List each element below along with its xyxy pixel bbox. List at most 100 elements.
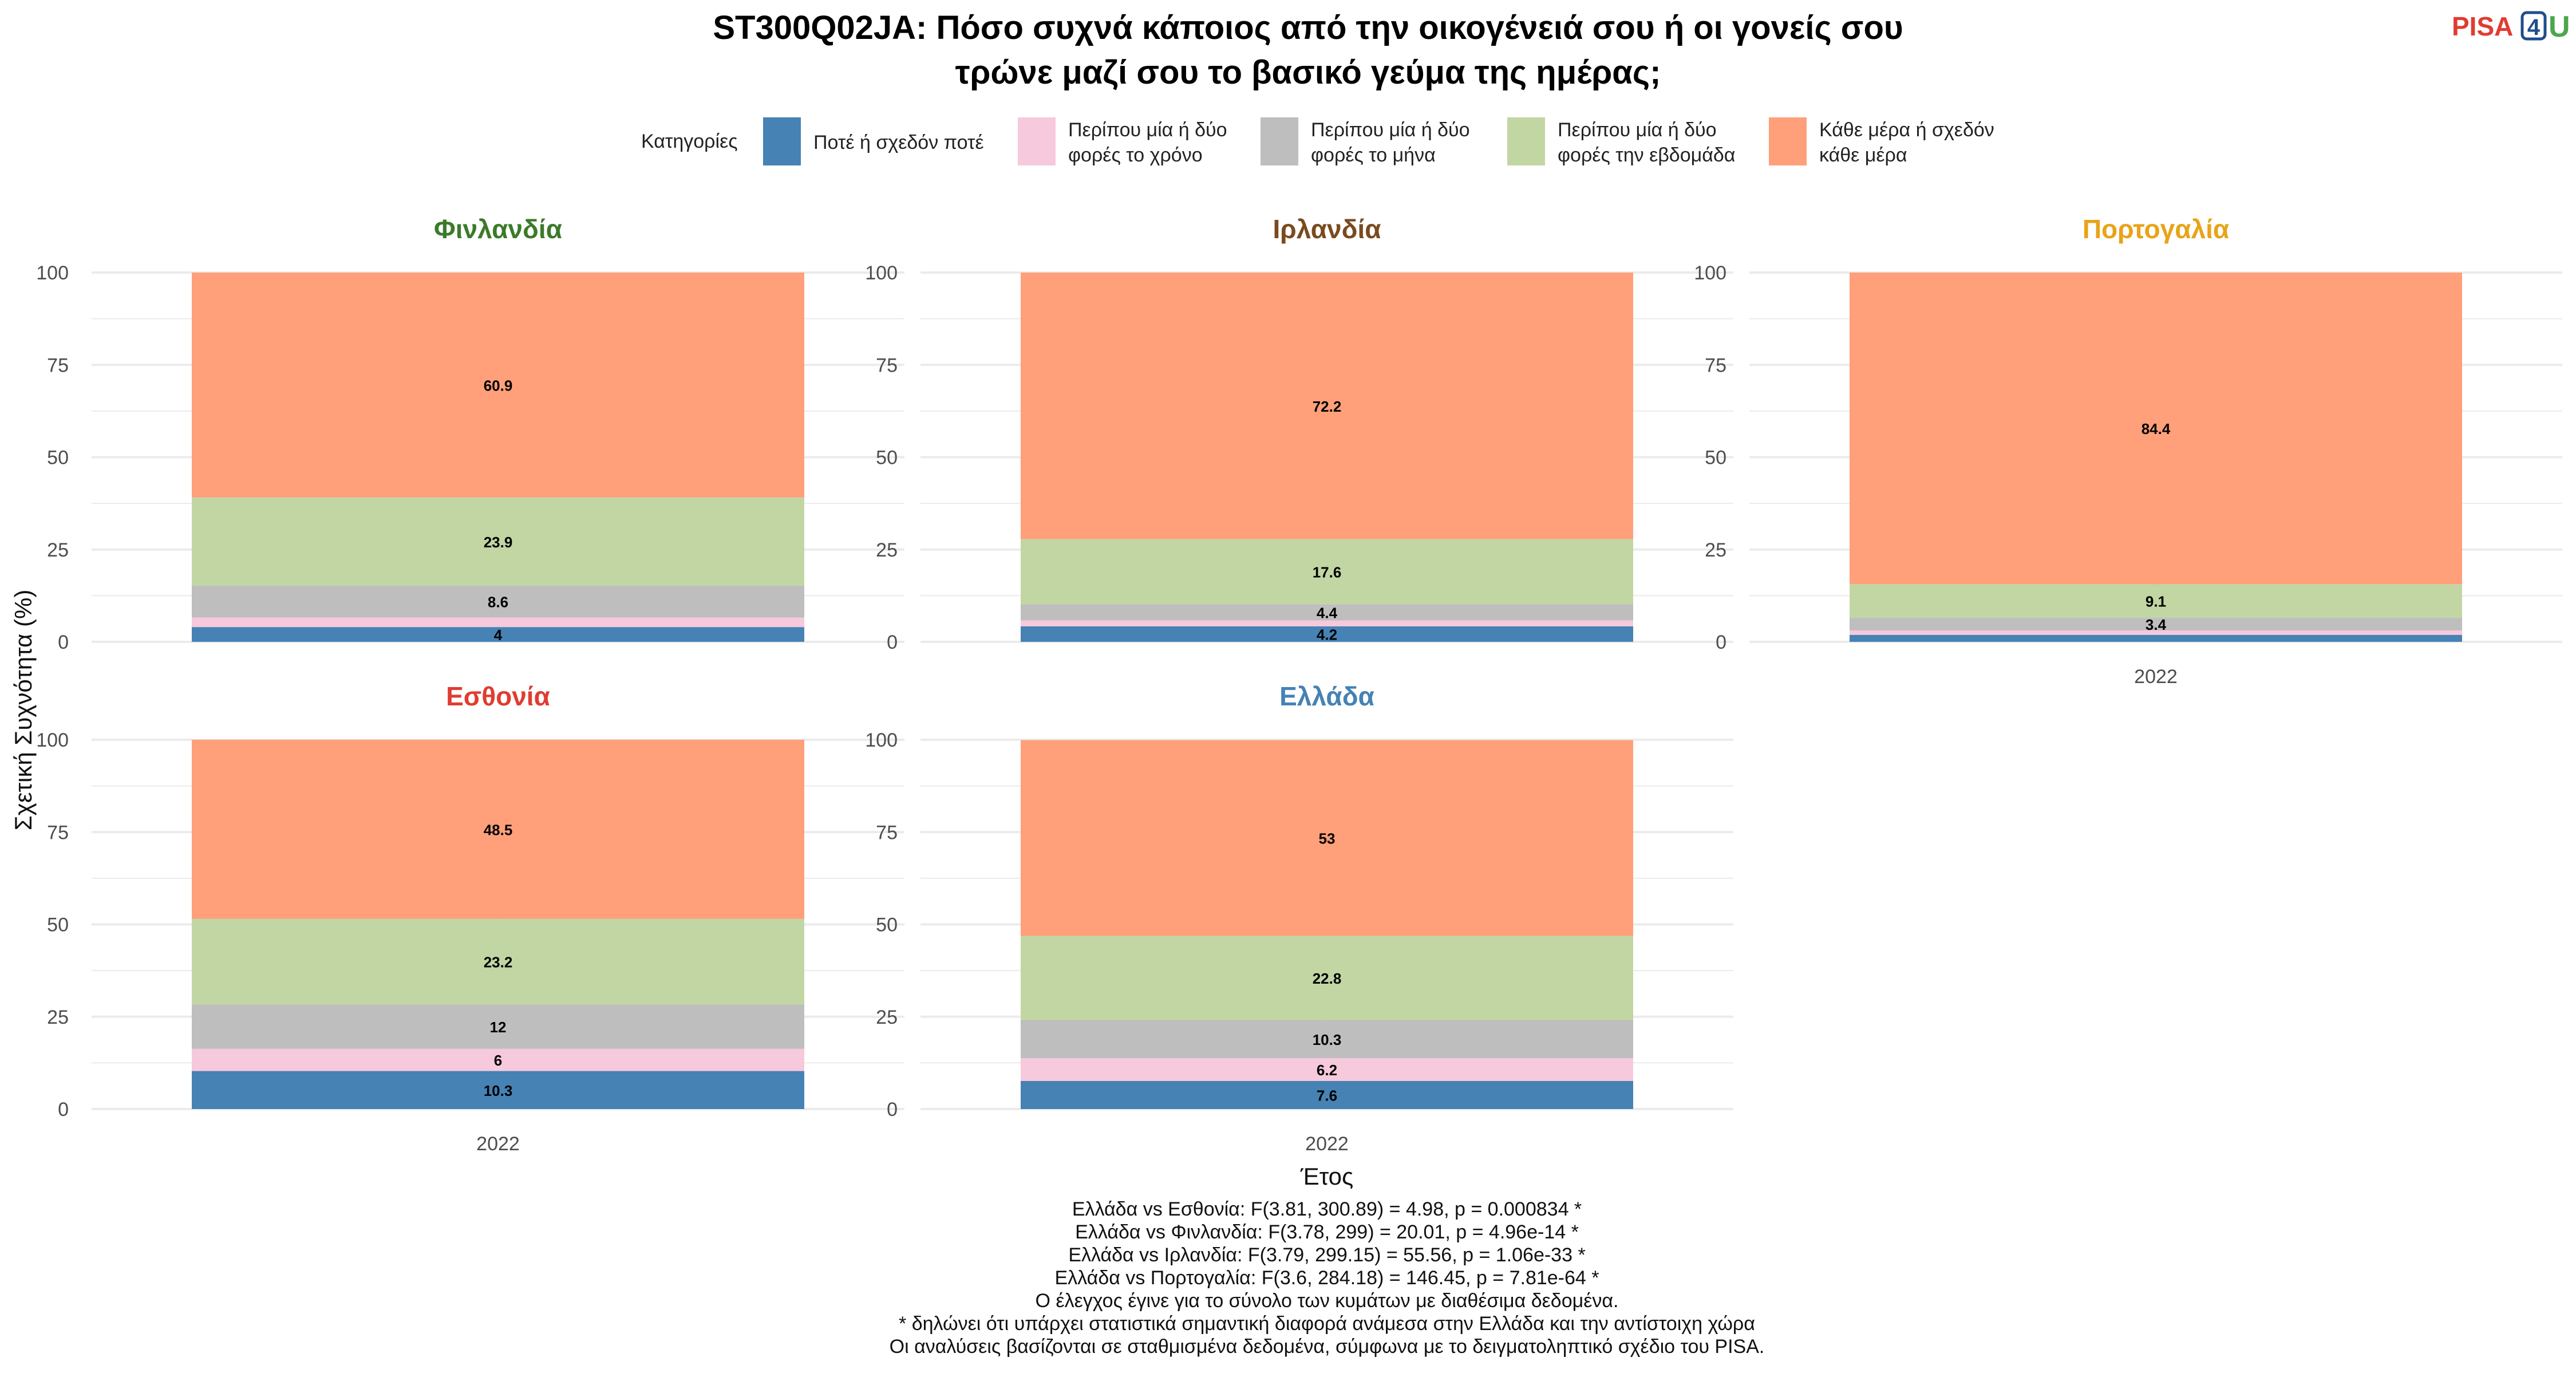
logo-pisa-text: PISA <box>2452 11 2513 41</box>
panel-5-title: Ελλάδα <box>1279 681 1374 711</box>
panel-5-y-tick-label: 0 <box>887 1099 898 1120</box>
panel-1: Φινλανδία 0 25 50 75 100 4 8.6 23.9 60.9 <box>36 214 904 653</box>
panel-5-bar-segment-2 <box>1021 1058 1633 1081</box>
panel-5-x-tick-label: 2022 <box>1305 1133 1349 1155</box>
y-axis-title: Σχετική Συχνότητα (%) <box>10 590 37 831</box>
panel-1-bar-segment-5 <box>192 273 804 498</box>
panel-5: Ελλάδα 0 25 50 75 100 7.6 6.2 10.3 22.8 53 2022 <box>865 681 1733 1155</box>
legend: Κατηγορίες Ποτέ ή σχεδόν ποτέ Περίπου μία… <box>641 117 1994 166</box>
panel-2-bar-segment-5 <box>1021 273 1633 539</box>
panel-3-bar-segment-1 <box>1850 634 2462 642</box>
legend-swatch-3 <box>1261 117 1298 165</box>
panel-5-data-label-5: 53 <box>1319 830 1336 847</box>
panel-5-data-label-3: 10.3 <box>1313 1031 1342 1048</box>
panel-5-data-label-2: 6.2 <box>1317 1062 1337 1079</box>
panel-5-y-tick-label: 100 <box>865 729 898 751</box>
panel-4-y-tick-label: 75 <box>47 822 69 843</box>
panel-1-y-tick-label: 75 <box>47 354 69 376</box>
footnote-line-4: Ελλάδα vs Πορτογαλία: F(3.6, 284.18) = 1… <box>1055 1267 1599 1289</box>
legend-title: Κατηγορίες <box>641 131 738 152</box>
panel-1-bar-segment-1 <box>192 627 804 642</box>
panel-4-data-label-4: 23.2 <box>484 954 513 971</box>
x-axis-title: Έτος <box>1300 1163 1354 1190</box>
panel-2: Ιρλανδία 0 25 50 75 100 4.2 4.4 17.6 72.2 <box>865 214 1733 653</box>
panel-5-y-tick-label: 50 <box>876 914 898 936</box>
legend-label-5-line2: κάθε μέρα <box>1819 144 1907 166</box>
legend-label-2-line1: Περίπου μία ή δύο <box>1068 119 1227 141</box>
panel-5-data-label-1: 7.6 <box>1317 1087 1337 1104</box>
legend-label-4-line1: Περίπου μία ή δύο <box>1558 119 1717 141</box>
panel-3-y-tick-label: 50 <box>1705 447 1726 469</box>
panel-2-y-tick-label: 75 <box>876 354 898 376</box>
logo-box <box>2520 11 2547 41</box>
panel-3-bar-segment-4 <box>1850 584 2462 618</box>
panel-3-y-tick-label: 75 <box>1705 354 1726 376</box>
panel-5-data-label-4: 22.8 <box>1313 970 1342 987</box>
legend-label-5-line1: Κάθε μέρα ή σχεδόν <box>1819 119 1994 141</box>
panel-1-bar-segment-2 <box>192 617 804 628</box>
panel-1-data-label-3: 8.6 <box>488 594 508 611</box>
pisa4u-logo: PISA 4 U <box>2452 10 2570 44</box>
panel-2-bar-segment-1 <box>1021 626 1633 642</box>
panel-3-y-tick-label: 100 <box>1694 262 1726 284</box>
panel-4-bar-segment-3 <box>192 1004 804 1049</box>
panel-4-data-label-3: 12 <box>490 1019 507 1036</box>
panel-1-data-label-5: 60.9 <box>484 377 513 394</box>
panel-2-y-tick-label: 50 <box>876 447 898 469</box>
chart-title-line1: ST300Q02JA: Πόσο συχνά κάποιος από την ο… <box>713 9 1903 46</box>
panel-2-title: Ιρλανδία <box>1273 214 1381 244</box>
legend-label-4-line2: φορές την εβδομάδα <box>1558 144 1735 166</box>
panel-2-bar-segment-4 <box>1021 539 1633 605</box>
panel-4-x-tick-label: 2022 <box>476 1133 520 1155</box>
panel-5-y-tick-label: 75 <box>876 822 898 843</box>
panel-4-y-tick-label: 0 <box>58 1099 69 1120</box>
legend-swatch-2 <box>1018 117 1056 165</box>
panel-1-y-tick-label: 25 <box>47 539 69 561</box>
legend-label-1: Ποτέ ή σχεδόν ποτέ <box>813 132 984 153</box>
panel-1-data-label-4: 23.9 <box>484 534 513 551</box>
panel-5-bar-segment-5 <box>1021 740 1633 936</box>
panel-3-bar-segment-5 <box>1850 273 2462 585</box>
panel-5-bar-segment-1 <box>1021 1080 1633 1109</box>
panel-5-bar-segment-4 <box>1021 936 1633 1020</box>
legend-swatch-5 <box>1769 117 1807 165</box>
footnote-line-7: Οι αναλύσεις βασίζονται σε σταθμισμένα δ… <box>890 1336 1765 1358</box>
legend-swatch-4 <box>1507 117 1545 165</box>
panel-1-y-tick-label: 50 <box>47 447 69 469</box>
panel-2-data-label-5: 72.2 <box>1313 398 1342 415</box>
panel-3-data-label-4: 9.1 <box>2146 593 2166 610</box>
panel-3-data-label-5: 84.4 <box>2142 420 2171 437</box>
panel-3-data-label-3: 3.4 <box>2146 616 2167 633</box>
panel-3-x-tick-label: 2022 <box>2134 666 2178 688</box>
footnote-line-6: * δηλώνει ότι υπάρχει στατιστικά σημαντι… <box>899 1313 1755 1335</box>
logo-u-text: U <box>2549 10 2570 44</box>
panel-4-bar-segment-4 <box>192 918 804 1005</box>
chart-title-line2: τρώνε μαζί σου το βασικό γεύμα της ημέρα… <box>955 54 1661 91</box>
panel-4-data-label-5: 48.5 <box>484 821 513 838</box>
panel-2-bar-segment-3 <box>1021 604 1633 621</box>
panel-4-y-tick-label: 25 <box>47 1007 69 1028</box>
footnote-line-5: Ο έλεγχος έγινε για το σύνολο των κυμάτω… <box>1036 1290 1619 1312</box>
panel-2-y-tick-label: 25 <box>876 539 898 561</box>
panel-4-y-tick-label: 100 <box>36 729 69 751</box>
legend-swatch-1 <box>763 117 801 165</box>
panel-4-bar-segment-5 <box>192 740 804 919</box>
panel-4-bar-segment-1 <box>192 1071 804 1109</box>
panel-1-y-tick-label: 100 <box>36 262 69 284</box>
panel-3-bar-segment-3 <box>1850 618 2462 631</box>
panel-2-y-tick-label: 0 <box>887 632 898 653</box>
panel-1-bar-segment-4 <box>192 497 804 586</box>
panel-2-data-label-3: 4.4 <box>1317 604 1338 621</box>
panel-3: Πορτογαλία 0 25 50 75 100 3.4 9.1 84.4 2022 <box>1694 214 2562 688</box>
legend-label-2-line2: φορές το χρόνο <box>1068 144 1203 166</box>
panel-3-title: Πορτογαλία <box>2083 214 2229 244</box>
panel-4: Εσθονία 0 25 50 75 100 10.3 6 12 23.2 48.5 2022 <box>36 681 904 1155</box>
panel-5-y-tick-label: 25 <box>876 1007 898 1028</box>
panel-1-y-tick-label: 0 <box>58 632 69 653</box>
panel-1-data-label-1: 4 <box>494 626 503 644</box>
panel-4-title: Εσθονία <box>446 681 550 711</box>
footnote-line-1: Ελλάδα vs Εσθονία: F(3.81, 300.89) = 4.9… <box>1072 1198 1582 1220</box>
panel-4-y-tick-label: 50 <box>47 914 69 936</box>
panel-4-data-label-1: 10.3 <box>484 1082 513 1099</box>
